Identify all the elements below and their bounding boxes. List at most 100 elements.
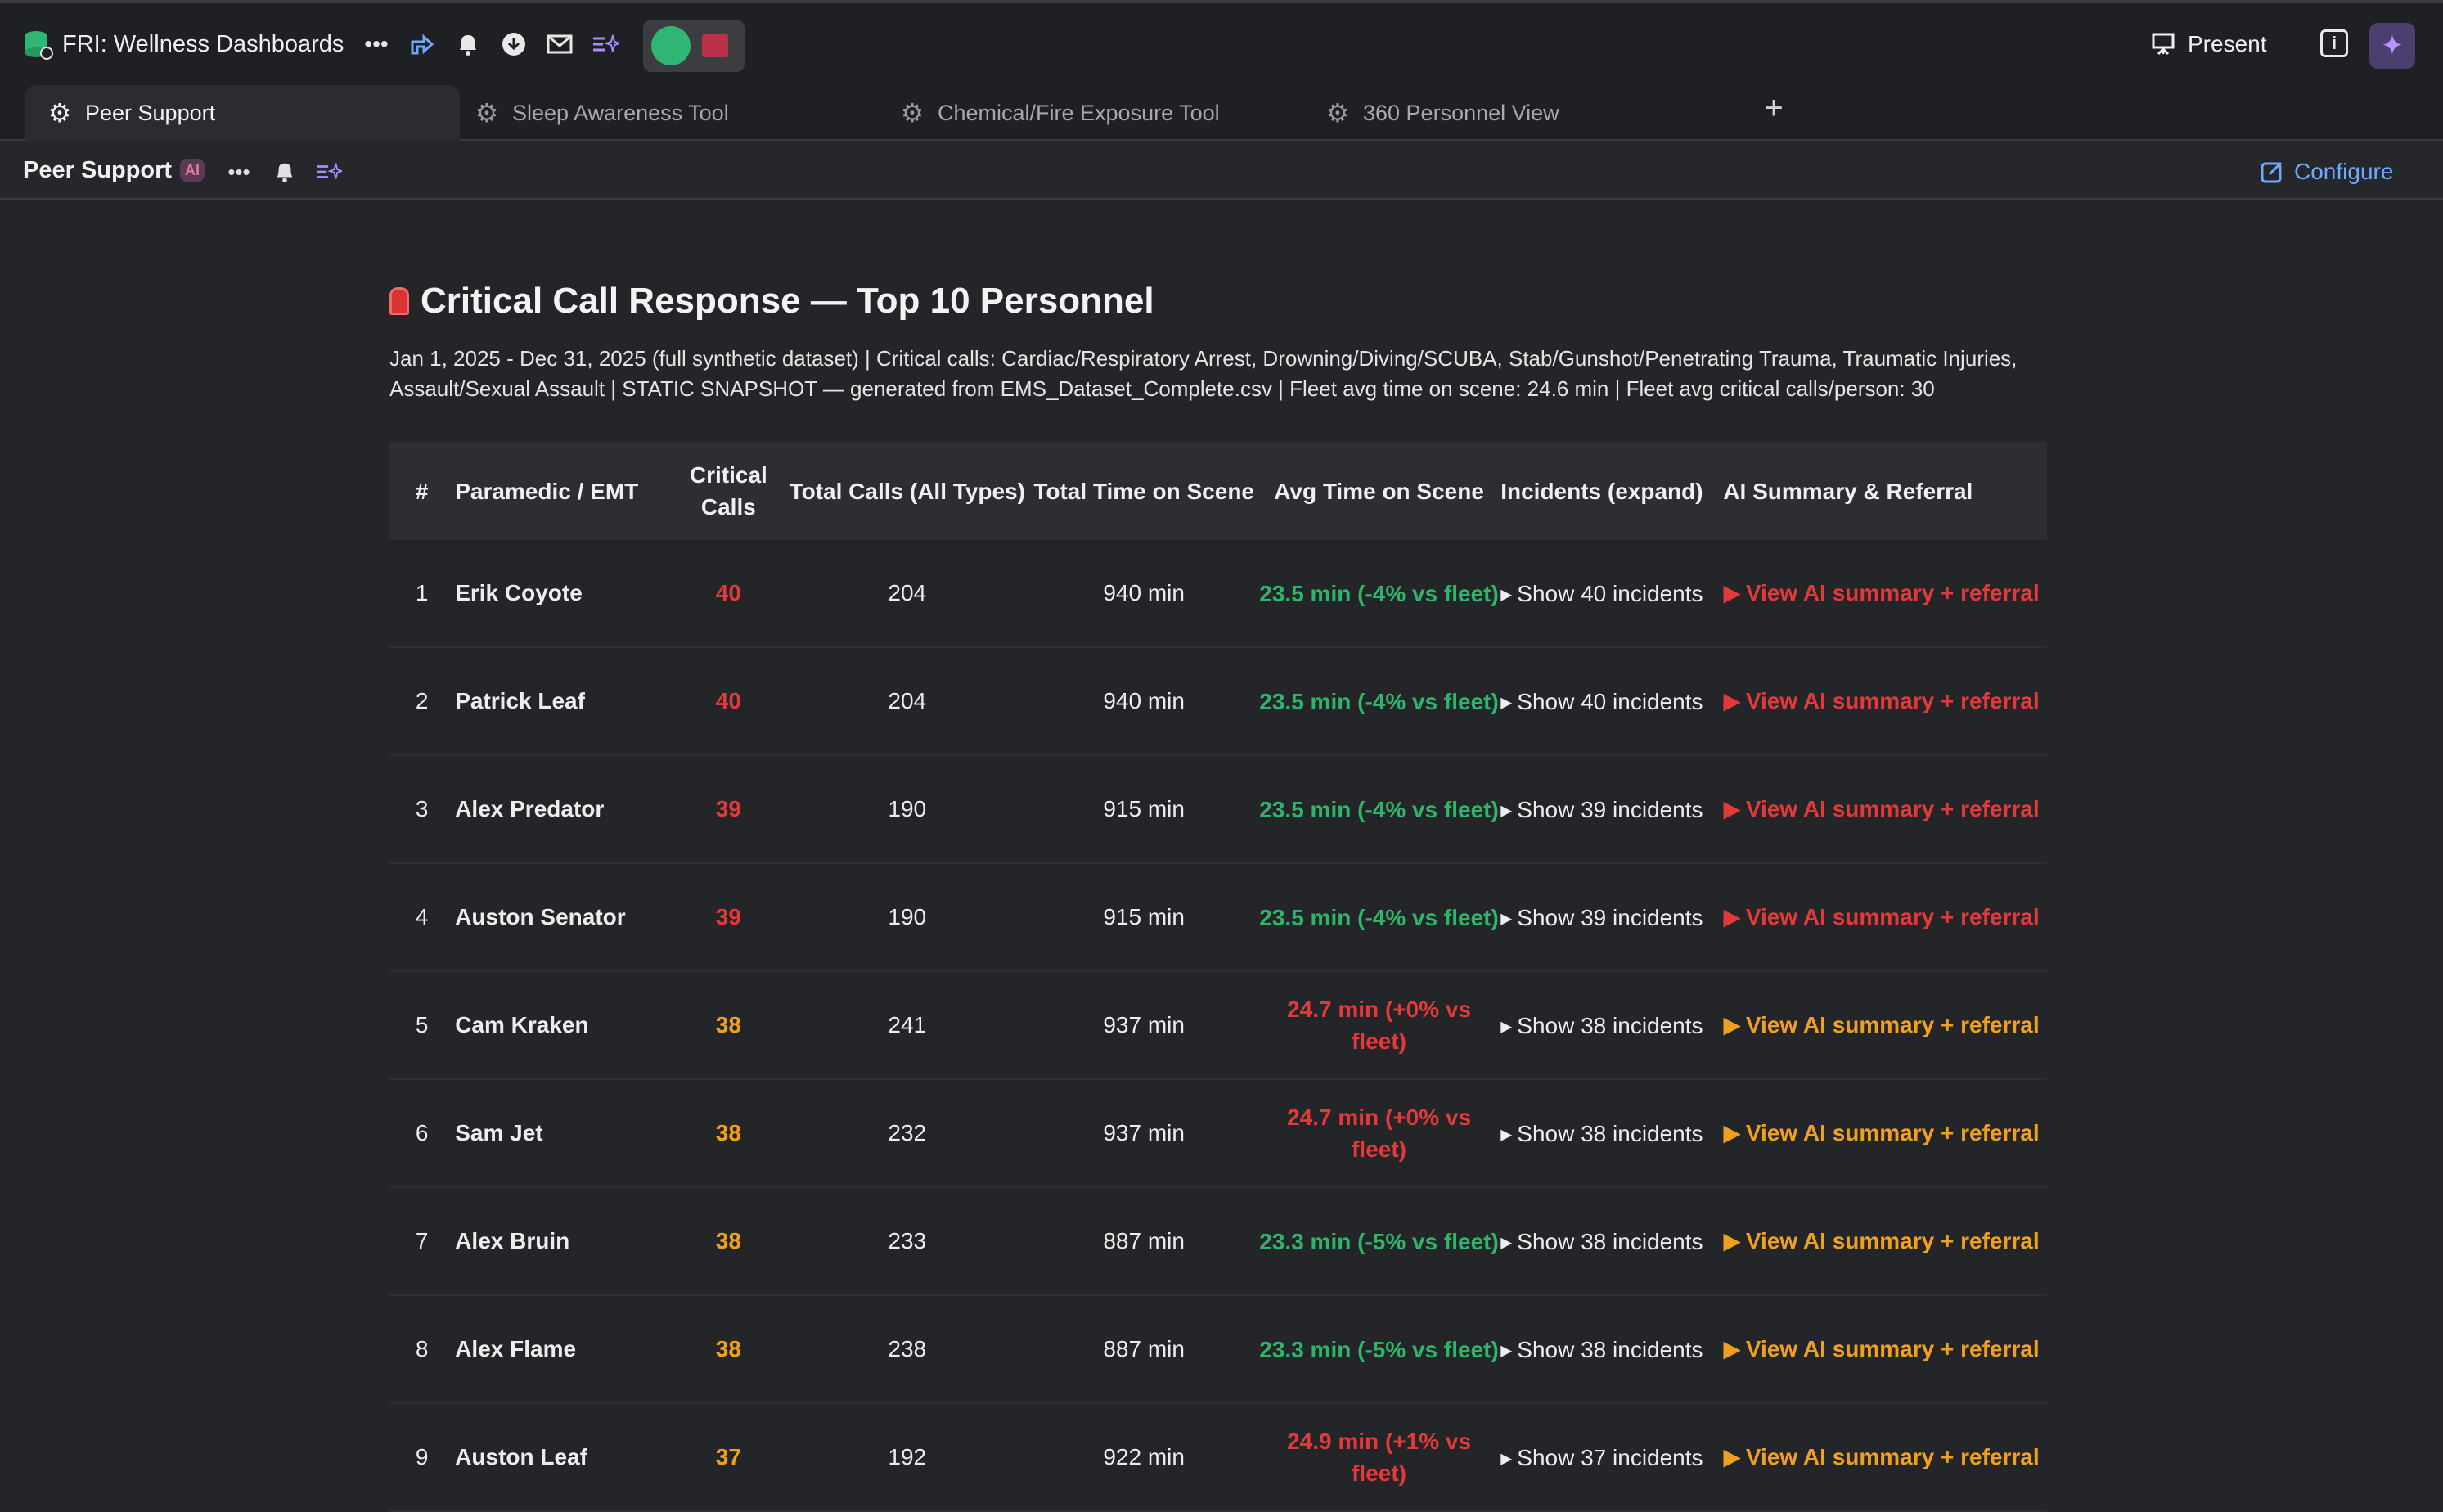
view-ai-summary-link[interactable]: ▶ View AI summary + referral bbox=[1722, 971, 2047, 1080]
row-avg-time: 23.3 min (-5% vs fleet) bbox=[1257, 1187, 1500, 1296]
row-name: Sam Jet bbox=[454, 1079, 673, 1188]
report-title: Critical Call Response — Top 10 Personne… bbox=[421, 281, 1154, 321]
row-name: Auston Leaf bbox=[454, 1403, 673, 1512]
present-label: Present bbox=[2188, 31, 2267, 56]
row-avg-time: 23.5 min (-4% vs fleet) bbox=[1257, 647, 1500, 756]
table-row: 8 Alex Flame 38 238 887 min 23.3 min (-5% vs … bbox=[389, 1295, 2047, 1404]
add-tab-button[interactable]: + bbox=[1757, 92, 1790, 124]
row-critical-calls: 38 bbox=[672, 971, 785, 1080]
ai-summary-label: View AI summary + referral bbox=[1745, 1336, 2040, 1361]
tab-label: Sleep Awareness Tool bbox=[512, 100, 729, 125]
configure-label: Configure bbox=[2294, 159, 2394, 184]
row-critical-calls: 37 bbox=[672, 1403, 785, 1512]
info-icon[interactable]: i bbox=[2320, 29, 2348, 57]
show-incidents-toggle[interactable]: ▸ Show 39 incidents bbox=[1500, 755, 1723, 864]
ai-sparkle-icon[interactable]: ✦ bbox=[2369, 23, 2415, 69]
ai-summary-label: View AI summary + referral bbox=[1745, 688, 2040, 713]
bell-icon[interactable] bbox=[268, 155, 301, 188]
sparkle-list-icon[interactable] bbox=[589, 28, 622, 61]
tab-360-personnel[interactable]: ⚙ 360 Personnel View bbox=[1324, 85, 1559, 141]
mail-icon[interactable] bbox=[543, 28, 576, 61]
col-header-incidents: Incidents (expand) bbox=[1500, 442, 1723, 540]
row-total-calls: 232 bbox=[785, 1079, 1030, 1188]
edit-icon bbox=[2261, 161, 2283, 183]
caret-right-icon: ▶ bbox=[1723, 904, 1741, 929]
presentation-app-icon[interactable] bbox=[702, 34, 728, 57]
col-header-total: Total Calls (All Types) bbox=[785, 442, 1030, 540]
gear-icon: ⚙ bbox=[900, 98, 925, 128]
row-rank: 5 bbox=[389, 971, 455, 1080]
share-icon[interactable] bbox=[406, 28, 439, 61]
col-header-critical: Critical Calls bbox=[672, 442, 785, 540]
caret-right-icon: ▶ bbox=[1723, 796, 1741, 821]
view-ai-summary-link[interactable]: ▶ View AI summary + referral bbox=[1722, 1295, 2047, 1404]
show-incidents-toggle[interactable]: ▸ Show 38 incidents bbox=[1500, 1079, 1723, 1188]
caret-right-icon: ▶ bbox=[1723, 1228, 1741, 1253]
show-incidents-toggle[interactable]: ▸ Show 37 incidents bbox=[1500, 1403, 1723, 1512]
incidents-label: Show 38 incidents bbox=[1517, 1012, 1703, 1038]
view-ai-summary-link[interactable]: ▶ View AI summary + referral bbox=[1722, 1403, 2047, 1512]
row-name: Alex Bruin bbox=[454, 1187, 673, 1296]
show-incidents-toggle[interactable]: ▸ Show 38 incidents bbox=[1500, 971, 1723, 1080]
view-ai-summary-link[interactable]: ▶ View AI summary + referral bbox=[1722, 1079, 2047, 1188]
ai-summary-label: View AI summary + referral bbox=[1745, 904, 2040, 929]
report-subtitle: Jan 1, 2025 - Dec 31, 2025 (full synthet… bbox=[389, 346, 2018, 401]
report-header: Critical Call Response — Top 10 Personne… bbox=[389, 275, 2047, 404]
database-icon[interactable] bbox=[21, 28, 54, 61]
row-avg-time: 23.5 min (-4% vs fleet) bbox=[1257, 755, 1500, 864]
row-total-time: 937 min bbox=[1029, 971, 1258, 1080]
tab-chemical-fire[interactable]: ⚙ Chemical/Fire Exposure Tool bbox=[898, 85, 1220, 141]
download-icon[interactable] bbox=[497, 28, 530, 61]
row-critical-calls: 38 bbox=[672, 1295, 785, 1404]
row-total-time: 887 min bbox=[1029, 1295, 1258, 1404]
view-ai-summary-link[interactable]: ▶ View AI summary + referral bbox=[1722, 755, 2047, 864]
incidents-label: Show 40 incidents bbox=[1517, 688, 1703, 714]
bell-icon[interactable] bbox=[452, 28, 484, 61]
more-dots-icon[interactable]: ••• bbox=[227, 159, 250, 184]
view-ai-summary-link[interactable]: ▶ View AI summary + referral bbox=[1722, 647, 2047, 756]
top-bar: FRI: Wellness Dashboards ••• Present i ✦ bbox=[0, 0, 2443, 82]
table-row: 9 Auston Leaf 37 192 922 min 24.9 min (+1% vs… bbox=[389, 1403, 2047, 1512]
show-incidents-toggle[interactable]: ▸ Show 40 incidents bbox=[1500, 647, 1723, 756]
incidents-label: Show 39 incidents bbox=[1517, 796, 1703, 822]
view-ai-summary-link[interactable]: ▶ View AI summary + referral bbox=[1722, 1187, 2047, 1296]
incidents-label: Show 40 incidents bbox=[1517, 580, 1703, 606]
tab-sleep-awareness[interactable]: ⚙ Sleep Awareness Tool bbox=[473, 85, 729, 141]
gear-icon: ⚙ bbox=[1325, 98, 1350, 128]
table-row: 1 Erik Coyote 40 204 940 min 23.5 min (-4% vs… bbox=[389, 540, 2047, 648]
row-rank: 8 bbox=[389, 1295, 455, 1404]
tab-label: Peer Support bbox=[85, 100, 216, 125]
row-total-calls: 241 bbox=[785, 971, 1030, 1080]
table-row: 4 Auston Senator 39 190 915 min 23.5 min (-4%… bbox=[389, 863, 2047, 972]
configure-button[interactable]: Configure bbox=[2260, 155, 2393, 188]
row-name: Alex Flame bbox=[454, 1295, 673, 1404]
ai-summary-label: View AI summary + referral bbox=[1745, 796, 2040, 821]
row-critical-calls: 40 bbox=[672, 540, 785, 648]
green-app-icon[interactable] bbox=[651, 26, 691, 65]
ai-summary-label: View AI summary + referral bbox=[1745, 1228, 2040, 1253]
row-rank: 9 bbox=[389, 1403, 455, 1512]
caret-right-icon: ▸ bbox=[1500, 1444, 1513, 1470]
sparkle-list-icon[interactable] bbox=[313, 155, 345, 188]
col-header-avg: Avg Time on Scene bbox=[1257, 442, 1500, 540]
show-incidents-toggle[interactable]: ▸ Show 40 incidents bbox=[1500, 540, 1723, 648]
row-total-time: 940 min bbox=[1029, 540, 1258, 648]
app-title: FRI: Wellness Dashboards bbox=[62, 31, 344, 57]
tab-peer-support[interactable]: ⚙ Peer Support bbox=[25, 85, 460, 141]
caret-right-icon: ▸ bbox=[1500, 1336, 1513, 1362]
show-incidents-toggle[interactable]: ▸ Show 38 incidents bbox=[1500, 1295, 1723, 1404]
show-incidents-toggle[interactable]: ▸ Show 38 incidents bbox=[1500, 1187, 1723, 1296]
incidents-label: Show 38 incidents bbox=[1517, 1228, 1703, 1254]
row-critical-calls: 38 bbox=[672, 1187, 785, 1296]
view-ai-summary-link[interactable]: ▶ View AI summary + referral bbox=[1722, 540, 2047, 648]
row-rank: 4 bbox=[389, 863, 455, 972]
page-header: Peer Support AI ••• Configure bbox=[0, 141, 2443, 200]
more-dots-icon[interactable]: ••• bbox=[364, 31, 389, 56]
show-incidents-toggle[interactable]: ▸ Show 39 incidents bbox=[1500, 863, 1723, 972]
view-ai-summary-link[interactable]: ▶ View AI summary + referral bbox=[1722, 863, 2047, 972]
present-button[interactable]: Present bbox=[2150, 28, 2267, 61]
row-critical-calls: 39 bbox=[672, 755, 785, 864]
app-switcher[interactable] bbox=[643, 20, 745, 72]
col-header-time: Total Time on Scene bbox=[1029, 442, 1258, 540]
incidents-label: Show 38 incidents bbox=[1517, 1336, 1703, 1362]
